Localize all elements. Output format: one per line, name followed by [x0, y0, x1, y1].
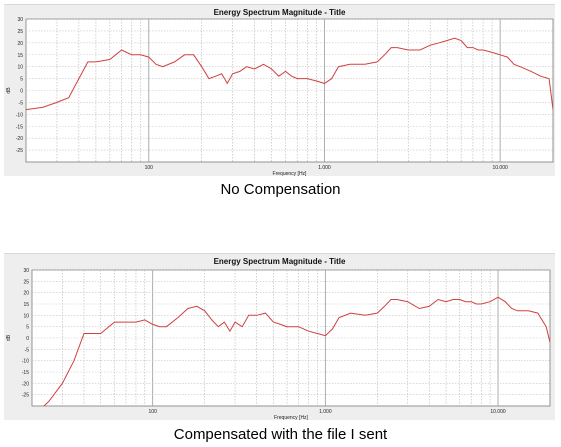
y-tick-label: -10 — [16, 112, 23, 118]
y-tick-label: 15 — [23, 302, 29, 308]
x-tick-label: 10.000 — [490, 409, 506, 415]
y-tick-label: 5 — [26, 325, 29, 331]
y-tick-label: -10 — [22, 359, 29, 365]
y-tick-label: -25 — [16, 148, 23, 154]
y-tick-label: 10 — [17, 65, 23, 71]
y-tick-label: -15 — [22, 370, 29, 376]
caption-top: No Compensation — [220, 181, 341, 198]
x-axis-label: Frequency [Hz] — [273, 171, 308, 176]
y-tick-label: 25 — [17, 29, 23, 35]
x-tick-label: 100 — [149, 409, 158, 415]
y-tick-label: -20 — [16, 136, 23, 142]
y-tick-label: 15 — [17, 53, 23, 59]
x-tick-label: 1.000 — [319, 409, 332, 415]
chart-title: Energy Spectrum Magnitude - Title — [214, 257, 346, 266]
y-tick-label: -25 — [22, 393, 29, 399]
chart-top: Energy Spectrum Magnitude - Title 30 25 20 1… — [6, 8, 554, 176]
y-tick-label: 30 — [23, 268, 29, 274]
y-tick-label: 0 — [20, 89, 23, 95]
y-tick-label: 10 — [23, 313, 29, 319]
y-tick-label: 5 — [20, 77, 23, 83]
chart-panel-top: Energy Spectrum Magnitude - Title 30 25 20 1… — [4, 4, 555, 176]
chart-title: Energy Spectrum Magnitude - Title — [214, 8, 346, 17]
y-tick-label: -5 — [25, 347, 30, 353]
series-line — [43, 296, 550, 406]
x-tick-label: 100 — [145, 165, 154, 171]
y-axis-label: dB — [6, 87, 12, 94]
y-tick-label: 0 — [26, 336, 29, 342]
x-tick-label: 10.000 — [492, 165, 508, 171]
x-tick-label: 1.000 — [318, 165, 331, 171]
y-tick-label: 25 — [23, 279, 29, 285]
y-tick-label: -15 — [16, 124, 23, 130]
series-line — [26, 37, 553, 111]
x-axis-label: Frequency [Hz] — [274, 415, 309, 420]
y-tick-label: 30 — [17, 17, 23, 23]
y-tick-label: -5 — [19, 100, 24, 106]
y-tick-label: -20 — [22, 381, 29, 387]
caption-bottom: Compensated with the file I sent — [173, 426, 388, 443]
y-axis-label: dB — [6, 334, 12, 341]
chart-bottom: Energy Spectrum Magnitude - Title 30 25 20 1… — [6, 257, 551, 420]
y-tick-label: 20 — [23, 291, 29, 297]
y-tick-label: 20 — [17, 41, 23, 47]
chart-panel-bottom: Energy Spectrum Magnitude - Title 30 25 20 1… — [4, 253, 555, 420]
